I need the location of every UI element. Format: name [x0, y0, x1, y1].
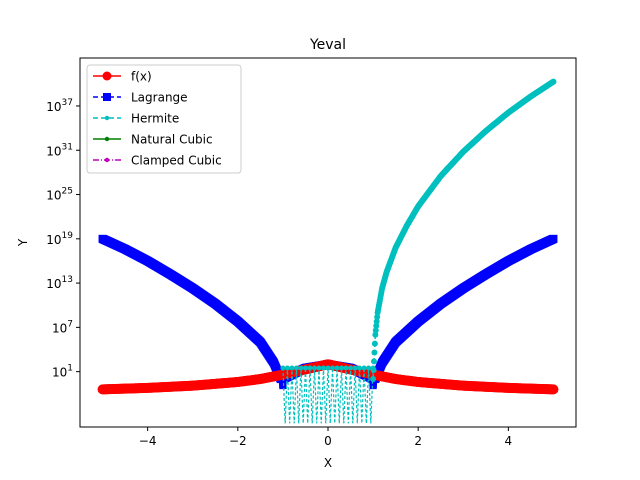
x-tick-label: −4: [139, 434, 157, 448]
series-f: [97, 359, 559, 395]
series-hermite-marker: [334, 365, 340, 371]
legend-box: [86, 64, 242, 174]
y-tick-label-exponent: 7: [67, 319, 73, 329]
x-tick-label: 4: [505, 434, 513, 448]
series-hermite-marker: [366, 365, 372, 371]
series-hermite-marker: [311, 365, 317, 371]
y-tick-label-base: 10: [52, 321, 67, 335]
legend-label: Hermite: [131, 112, 179, 126]
legend-marker: [104, 115, 110, 121]
y-tick-label-exponent: 1: [67, 364, 73, 374]
series-hermite-marker: [298, 365, 304, 371]
series-hermite-marker: [284, 365, 290, 371]
series-hermite-marker: [302, 365, 308, 371]
y-tick-label-exponent: 13: [62, 275, 73, 285]
y-tick-label-base: 10: [46, 189, 61, 203]
series-hermite-marker: [374, 314, 381, 321]
series-hermite-marker: [370, 358, 377, 365]
series-hermite-marker: [371, 340, 378, 347]
y-tick-label-base: 10: [46, 100, 61, 114]
series-hermite-marker: [373, 318, 380, 325]
x-tick-label: 2: [414, 434, 422, 448]
y-tick-label: 1031: [46, 142, 73, 158]
series-hermite-marker: [370, 376, 377, 383]
y-tick-label-exponent: 37: [62, 98, 73, 108]
series-hermite-marker: [371, 349, 378, 356]
y-tick-label-exponent: 31: [62, 142, 73, 152]
legend-marker: [104, 157, 110, 163]
series-hermite-marker: [325, 365, 331, 371]
series-hermite-marker: [330, 365, 336, 371]
y-tick-label: 1025: [46, 187, 73, 203]
series-hermite-marker: [352, 365, 358, 371]
x-tick-label: −2: [229, 434, 247, 448]
series-lagrange-marker: [549, 234, 558, 243]
series-hermite-marker: [373, 322, 380, 329]
y-tick-label: 107: [52, 319, 73, 335]
x-axis-ticks: −4 −2 0 2 4: [139, 427, 512, 448]
series-hermite-marker: [348, 365, 354, 371]
y-tick-label: 1019: [46, 231, 73, 247]
series-layer: [97, 78, 559, 424]
legend-marker: [102, 71, 112, 81]
legend-label: Lagrange: [131, 91, 188, 105]
x-axis-label: X: [324, 456, 332, 470]
y-tick-label-base: 10: [46, 277, 61, 291]
legend-marker: [104, 136, 110, 142]
y-tick-label-base: 10: [46, 144, 61, 158]
y-tick-label: 1037: [46, 98, 73, 114]
y-tick-label-base: 10: [46, 233, 61, 247]
y-tick-label-base: 10: [52, 366, 67, 380]
series-hermite-marker: [372, 331, 379, 338]
series-hermite-marker: [550, 78, 557, 85]
series-hermite-marker: [289, 365, 295, 371]
series-hermite-marker: [357, 365, 363, 371]
series-hermite-marker: [372, 327, 379, 334]
legend-label: Natural Cubic: [131, 133, 213, 147]
legend-label: f(x): [131, 70, 152, 84]
series-hermite-marker: [307, 365, 313, 371]
legend-marker: [103, 93, 111, 101]
series-hermite-marker: [280, 365, 286, 371]
legend: f(x) Lagrange Hermite Natural Cubic Clamped …: [86, 64, 242, 174]
series-hermite-marker: [343, 365, 349, 371]
series-hermite-marker: [361, 365, 367, 371]
series-hermite-marker: [316, 365, 322, 371]
series-hermite: [280, 78, 557, 424]
series-hermite-marker: [293, 365, 299, 371]
y-tick-label-exponent: 19: [62, 231, 74, 241]
y-axis-label: Y: [16, 238, 30, 247]
series-hermite-marker: [370, 365, 376, 371]
series-f-marker: [548, 384, 559, 395]
y-tick-label: 1013: [46, 275, 73, 291]
chart-title: Yeval: [309, 37, 346, 53]
y-tick-label-exponent: 25: [62, 187, 73, 197]
y-tick-label: 101: [52, 364, 73, 380]
legend-label: Clamped Cubic: [131, 154, 222, 168]
series-hermite-marker: [339, 365, 345, 371]
series-hermite-marker: [320, 365, 326, 371]
x-tick-label: 0: [324, 434, 332, 448]
